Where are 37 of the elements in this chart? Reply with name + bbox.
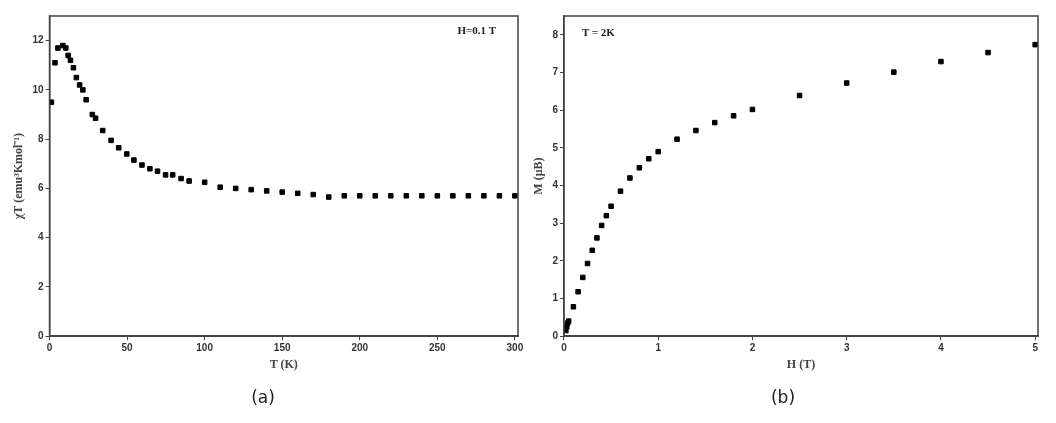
y-tick-label: 3 — [552, 216, 559, 228]
y-tick-label: 2 — [37, 280, 44, 292]
x-tick-label: 4 — [938, 341, 945, 353]
text: (a) — [251, 387, 275, 408]
x-axis-title: T (K) — [269, 357, 298, 372]
y-tick-label: 6 — [37, 182, 44, 194]
x-tick-label: 5 — [1032, 341, 1039, 353]
y-axis-title: M (μB) — [531, 157, 546, 195]
x-tick-label: 50 — [121, 341, 134, 353]
y-tick-label: 1 — [552, 292, 559, 304]
x-tick-label: 100 — [196, 341, 214, 353]
x-tick-label: 250 — [428, 341, 447, 353]
y-tick-label: 0 — [37, 329, 44, 341]
y-tick-label: 7 — [552, 66, 559, 78]
x-tick-label: 1 — [655, 341, 662, 353]
y-tick-label: 4 — [552, 179, 559, 191]
annotation: H=0.1 T — [457, 24, 497, 37]
y-tick-label: 12 — [32, 34, 44, 46]
y-tick-label: 6 — [552, 103, 559, 115]
x-tick-label: 200 — [351, 341, 369, 353]
y-tick-label: 5 — [552, 141, 559, 153]
x-tick-label: 0 — [561, 341, 568, 353]
y-tick-label: 10 — [32, 83, 44, 95]
y-tick-label: 8 — [552, 28, 559, 40]
y-tick-label: 8 — [37, 132, 44, 144]
x-axis-title: H (T) — [786, 357, 816, 372]
x-tick-label: 0 — [46, 341, 53, 353]
x-tick-label: 2 — [749, 341, 756, 353]
y-axis-title: χT (emu³Kmol⁻¹) — [11, 133, 26, 221]
y-tick-label: 0 — [552, 329, 559, 341]
x-tick-label: 3 — [843, 341, 850, 353]
x-tick-label: 300 — [506, 341, 524, 353]
text: (b) — [770, 387, 796, 408]
y-tick-label: 2 — [552, 254, 559, 266]
x-tick-label: 150 — [273, 341, 291, 353]
annotation: T = 2K — [581, 26, 616, 39]
y-tick-label: 4 — [37, 231, 44, 243]
